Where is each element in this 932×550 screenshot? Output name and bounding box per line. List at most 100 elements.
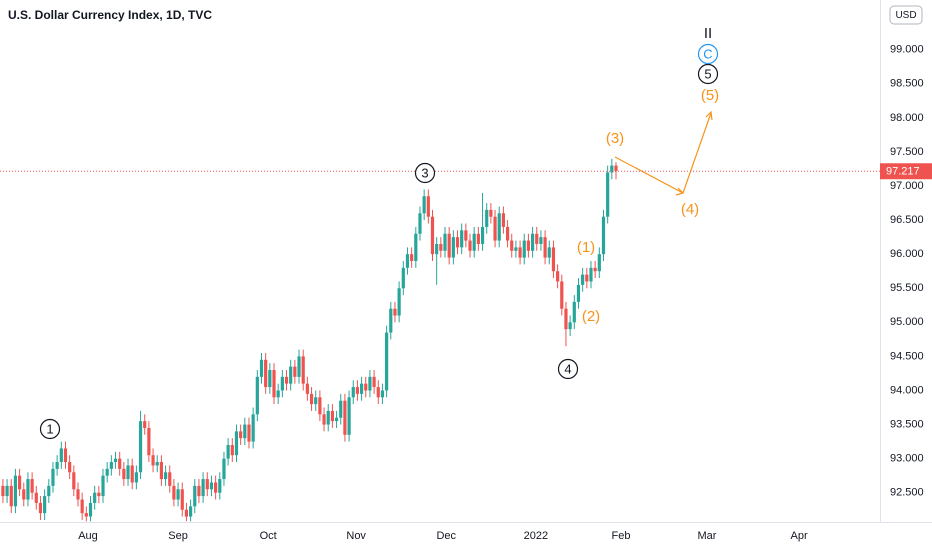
wave-label: (3) [606, 130, 624, 147]
candle-body [485, 209, 489, 227]
candle-body [606, 172, 610, 217]
candle-body [493, 216, 497, 241]
candle-body [26, 479, 30, 500]
candle-body [30, 479, 34, 493]
candle-body [351, 387, 355, 398]
candle-body [393, 308, 397, 316]
candle-body [326, 410, 330, 425]
candle-body [593, 267, 597, 272]
candle-body [455, 237, 460, 248]
candle-body [601, 216, 606, 255]
candle-body [334, 417, 339, 422]
candle-body [530, 233, 535, 251]
candle-body [243, 424, 247, 439]
candle-body [426, 196, 430, 217]
candle-body [614, 165, 618, 172]
candle-body [101, 475, 105, 497]
candle-body [510, 240, 514, 251]
x-tick-label: Mar [697, 530, 716, 542]
candle-body [385, 332, 389, 391]
candle-body [34, 492, 38, 503]
candle-body [443, 233, 447, 251]
candle-body [397, 288, 401, 316]
candle-body [9, 485, 13, 507]
candle-body [163, 472, 168, 480]
candle-body [460, 230, 464, 248]
candle-body [505, 226, 510, 241]
wave-circle [414, 162, 436, 184]
candle-body [556, 271, 560, 282]
y-tick-label: 95.000 [890, 316, 924, 328]
candle-body [518, 247, 522, 258]
last-price-label: 97.217 [886, 166, 920, 178]
candle-body [68, 462, 72, 473]
candle-body [230, 444, 234, 456]
y-tick-label: 94.000 [890, 384, 924, 396]
wave-label: 1 [46, 421, 53, 436]
candle-body [276, 390, 280, 398]
candle-body [368, 376, 372, 391]
candle-body [284, 376, 289, 384]
candle-body [305, 383, 309, 394]
candle-body [576, 284, 581, 302]
candle-body [564, 308, 568, 330]
candle-body [501, 213, 505, 227]
wave-label: 4 [564, 361, 571, 376]
candle-body [93, 492, 97, 503]
candle-body [247, 424, 251, 442]
candle-body [1, 485, 5, 497]
candle-body [451, 237, 455, 258]
wave-circle [697, 43, 719, 65]
candle-body [497, 213, 501, 241]
candle-body [551, 247, 556, 272]
candle-body [188, 506, 193, 517]
candle-body [476, 233, 480, 244]
candle-body [205, 479, 209, 490]
candle-body [84, 513, 88, 517]
candle-body [589, 267, 593, 282]
candle-body [539, 237, 543, 244]
candle-body [401, 267, 405, 289]
wave-label: II [704, 25, 712, 42]
candle-body [126, 465, 130, 480]
candle-body [359, 383, 364, 394]
candle-body [201, 479, 205, 497]
candle-body [138, 421, 143, 473]
candle-body [176, 489, 180, 500]
candle-body [405, 254, 410, 268]
candle-body [88, 502, 93, 517]
candle-body [143, 421, 147, 428]
candle-body [376, 387, 380, 398]
candle-body [184, 509, 189, 517]
candle-body [63, 448, 68, 463]
y-tick-label: 96.000 [890, 248, 924, 260]
candle-body [180, 489, 184, 510]
candle-body [380, 390, 385, 398]
candle-body [547, 247, 551, 258]
candle-body [38, 502, 43, 514]
candle-body [218, 479, 222, 493]
candle-body [22, 489, 26, 500]
candle-body [480, 226, 485, 244]
x-tick-label: Oct [260, 530, 277, 542]
wave-label: (5) [701, 87, 719, 104]
candle-body [209, 482, 214, 490]
candle-body [226, 444, 230, 459]
candle-body [259, 359, 264, 377]
y-tick-label: 98.000 [890, 112, 924, 124]
candle-body [80, 499, 84, 514]
y-tick-label: 99.000 [890, 44, 924, 56]
currency-box[interactable] [889, 5, 923, 25]
y-tick-label: 92.500 [890, 487, 924, 499]
wave-label: C [703, 46, 712, 61]
y-tick-label: 94.500 [890, 350, 924, 362]
wave-label: 3 [421, 165, 428, 180]
x-tick-label: Feb [612, 530, 631, 542]
candle-body [118, 458, 122, 469]
candle-body [151, 455, 155, 466]
candle-body [535, 233, 539, 244]
candle-body [76, 489, 80, 500]
candle-body [410, 254, 414, 261]
candle-body [301, 356, 305, 384]
